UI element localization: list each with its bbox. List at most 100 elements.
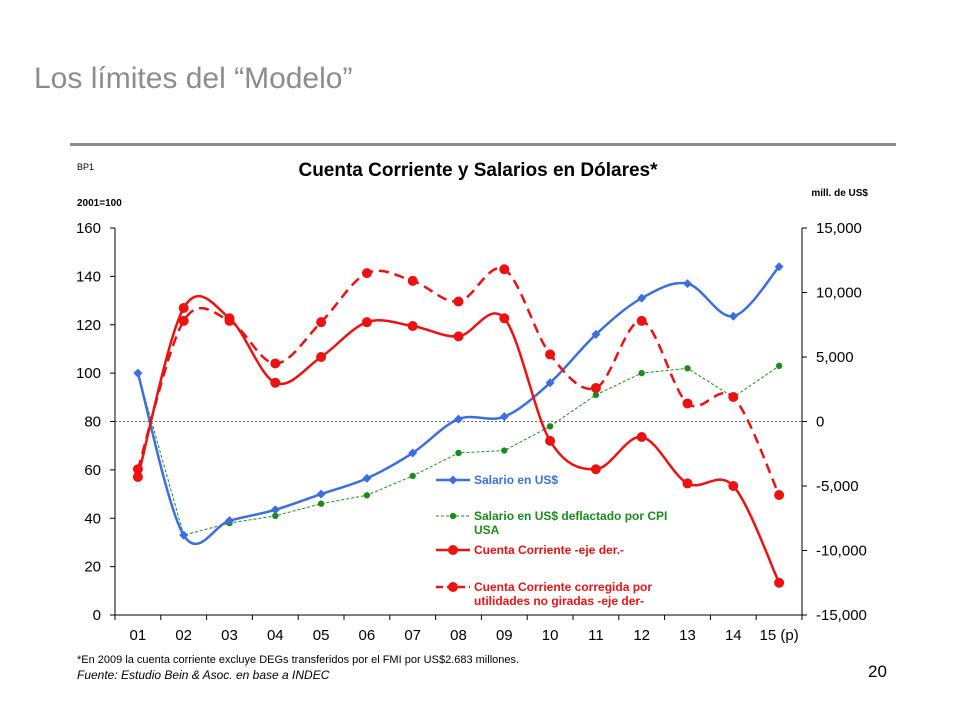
data-point-cuenta-corriente-corregida (361, 268, 372, 279)
data-point-salario-usd (454, 414, 463, 424)
chart-source: Fuente: Estudio Bein & Asoc. en base a I… (77, 668, 330, 682)
legend-label: Cuenta Corriente -eje der.- (474, 543, 624, 557)
right-tick-label: -5,000 (816, 478, 859, 495)
data-point-salario-usd (133, 368, 143, 378)
data-point-salario-usd (225, 516, 234, 526)
data-point-salario-deflactado (272, 512, 279, 520)
right-axis-label: mill. de US$ (811, 188, 868, 199)
legend-item-cuenta-corriente-corregida: Cuenta Corriente corregida por utilidades… (436, 580, 652, 608)
left-tick-label: 140 (76, 268, 101, 285)
data-point-salario-usd (179, 530, 189, 540)
axes: 020406080100120140160-15,000-10,000-5,00… (76, 220, 867, 644)
legend-swatch-marker (448, 582, 458, 592)
data-point-salario-deflactado (684, 365, 691, 372)
legend-item-salario-usd: Salario en US$ (436, 473, 558, 487)
data-point-cuenta-corriente (453, 331, 464, 342)
legend-label: Salario en US$ deflactado por CPI USA (474, 509, 667, 537)
title-divider (70, 143, 896, 146)
data-point-cuenta-corriente (774, 577, 785, 588)
data-point-salario-deflactado (363, 492, 371, 499)
data-point-salario-usd (270, 505, 280, 515)
legend-item-cuenta-corriente: Cuenta Corriente -eje der.- (436, 543, 624, 557)
right-tick-label: -10,000 (816, 543, 867, 560)
data-point-cuenta-corriente-corregida (728, 391, 739, 402)
data-point-salario-usd (637, 293, 647, 303)
series-layer (132, 262, 785, 588)
x-tick-label: 07 (404, 627, 421, 644)
data-point-cuenta-corriente-corregida (499, 264, 510, 275)
data-point-salario-usd (774, 262, 784, 272)
left-tick-label: 80 (84, 414, 101, 431)
data-point-cuenta-corriente (361, 317, 372, 328)
x-tick-label: 10 (542, 627, 559, 644)
series-salario-usd (133, 262, 784, 545)
data-point-cuenta-corriente (224, 313, 235, 324)
x-tick-label: 08 (450, 627, 467, 644)
left-tick-label: 160 (76, 220, 101, 237)
data-point-salario-deflactado (592, 391, 600, 399)
x-tick-label: 12 (633, 627, 650, 644)
data-point-cuenta-corriente (499, 313, 510, 324)
data-point-salario-deflactado (501, 447, 508, 454)
legend: Salario en US$ Salario en US$ deflactado … (436, 473, 667, 608)
legend-label: Cuenta Corriente corregida por utilidades… (474, 580, 652, 608)
data-point-cuenta-corriente (178, 302, 189, 313)
series-cuenta-corriente (132, 294, 785, 588)
x-tick-label: 13 (679, 627, 696, 644)
left-tick-label: 20 (84, 559, 101, 576)
right-tick-label: 5,000 (816, 349, 854, 366)
data-point-salario-deflactado (317, 500, 325, 507)
chart-title: Cuenta Corriente y Salarios en Dólares* (298, 160, 658, 181)
x-tick-label: 11 (588, 627, 604, 644)
data-point-salario-usd (545, 378, 555, 388)
data-point-salario-deflactado (546, 423, 554, 430)
data-point-salario-deflactado (775, 362, 783, 370)
x-tick-label: 02 (175, 627, 192, 644)
data-point-salario-deflactado (409, 472, 416, 480)
left-tick-label: 0 (93, 607, 101, 624)
series-salario-deflactado (134, 362, 783, 539)
data-point-cuenta-corriente-corregida (407, 275, 418, 286)
data-point-salario-usd (316, 489, 326, 499)
data-point-cuenta-corriente (682, 478, 693, 489)
x-tick-label: 03 (221, 627, 238, 644)
legend-swatch-marker (448, 545, 458, 555)
data-point-cuenta-corriente (270, 377, 281, 388)
legend-label: Salario en US$ (474, 473, 558, 487)
left-tick-label: 120 (76, 317, 101, 334)
data-point-cuenta-corriente-corregida (453, 296, 464, 307)
data-point-salario-usd (362, 473, 372, 483)
chart-footnote: *En 2009 la cuenta corriente excluye DEG… (77, 654, 519, 666)
data-point-cuenta-corriente (545, 435, 556, 446)
data-point-cuenta-corriente (316, 352, 327, 362)
left-tick-label: 100 (76, 365, 101, 382)
x-tick-label: 06 (359, 627, 376, 644)
data-point-salario-usd (591, 329, 601, 339)
data-point-cuenta-corriente (132, 471, 143, 482)
data-point-cuenta-corriente (728, 481, 739, 491)
legend-swatch-marker (448, 475, 458, 485)
data-point-salario-usd (683, 279, 692, 289)
series-cuenta-corriente-corregida (132, 264, 785, 501)
data-point-cuenta-corriente (636, 431, 647, 442)
series-line-salario-usd (136, 265, 781, 545)
right-tick-label: 15,000 (816, 220, 862, 237)
legend-item-salario-deflactado: Salario en US$ deflactado por CPI USA (436, 509, 667, 537)
left-tick-label: 60 (84, 462, 101, 479)
data-point-cuenta-corriente-corregida (316, 317, 327, 328)
data-point-cuenta-corriente-corregida (682, 398, 693, 409)
x-tick-label: 09 (496, 627, 513, 644)
legend-swatch-marker (449, 512, 457, 520)
data-point-cuenta-corriente (590, 464, 601, 475)
data-point-cuenta-corriente-corregida (590, 382, 601, 393)
data-point-salario-usd (728, 311, 738, 321)
right-tick-label: 10,000 (816, 285, 862, 302)
data-point-cuenta-corriente-corregida (774, 490, 785, 501)
data-point-cuenta-corriente-corregida (178, 315, 189, 326)
data-point-cuenta-corriente-corregida (545, 349, 556, 360)
page-number: 20 (868, 662, 887, 681)
data-point-salario-deflactado (455, 449, 462, 457)
right-tick-label: 0 (816, 414, 824, 431)
x-tick-label: 14 (725, 627, 742, 644)
